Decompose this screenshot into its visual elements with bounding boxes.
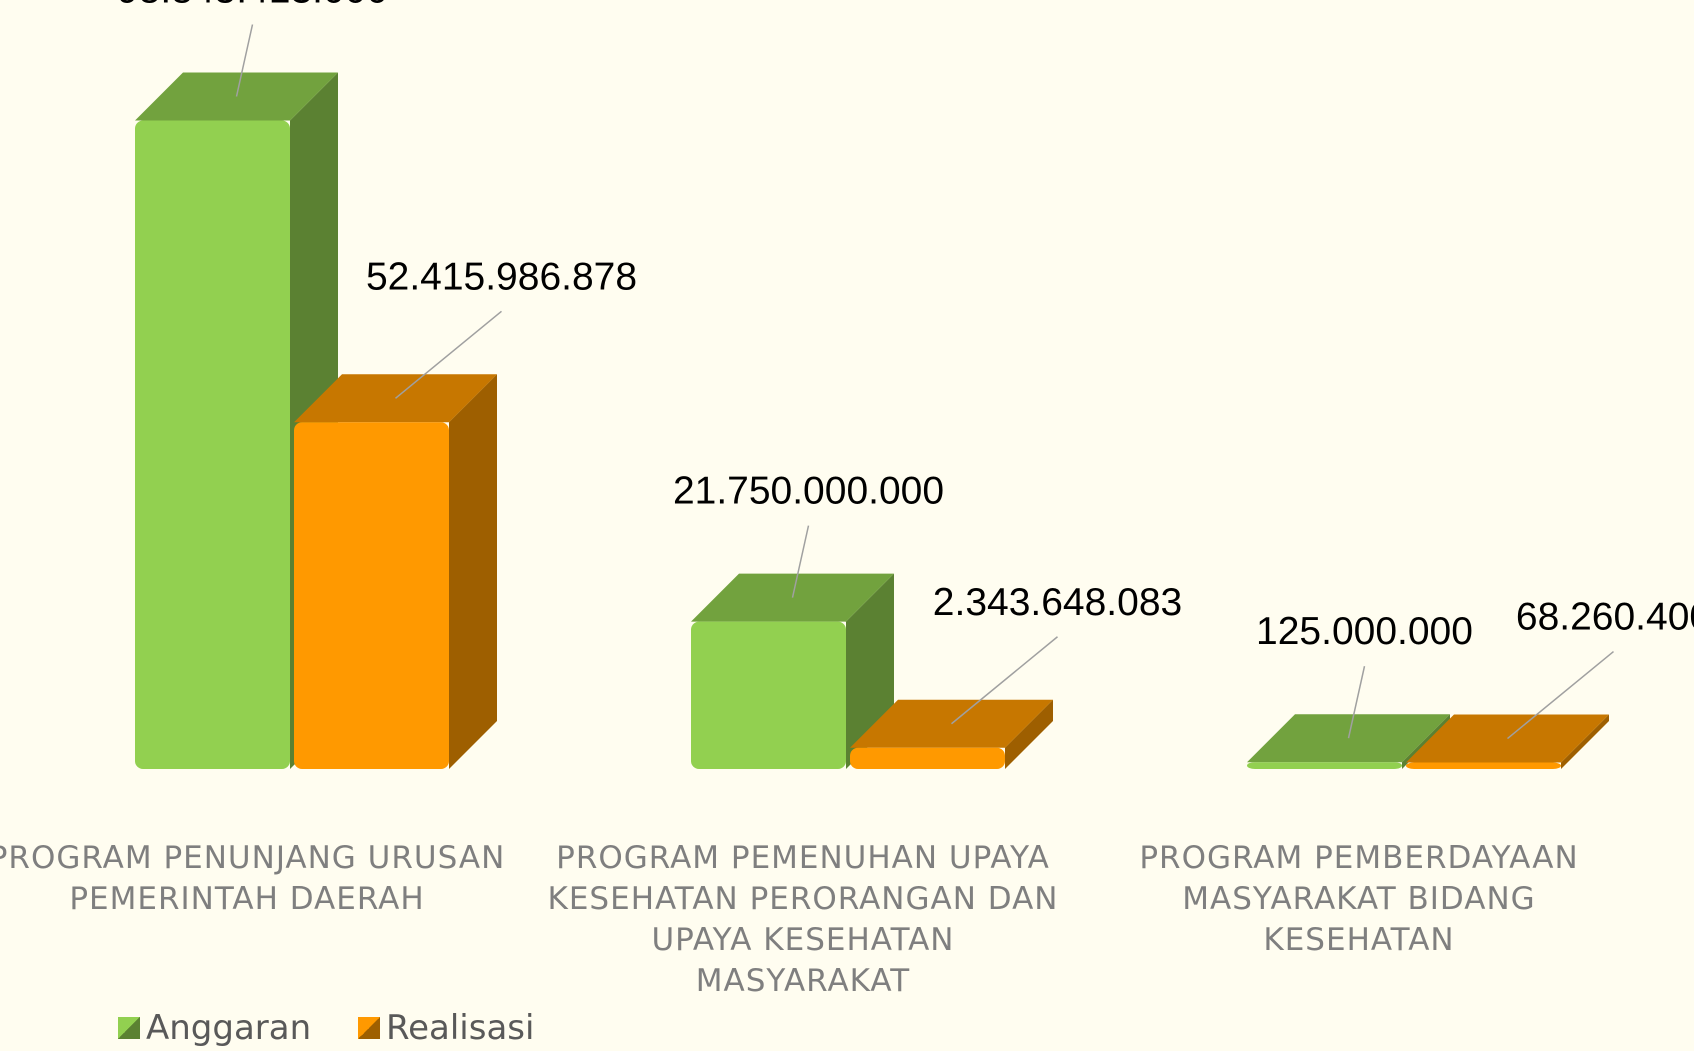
bar-side xyxy=(449,374,497,769)
x-tick-label: PROGRAM PENUNJANG URUSAN PEMERINTAH DAER… xyxy=(0,840,506,917)
leader-line xyxy=(951,636,1058,725)
bar xyxy=(850,747,1005,769)
legend-item: Realisasi xyxy=(358,1008,534,1048)
leader-line xyxy=(395,310,502,399)
bar xyxy=(691,621,846,769)
bar-side xyxy=(1005,699,1053,769)
leader-line xyxy=(1347,666,1366,739)
leader-line xyxy=(235,24,254,97)
x-tick-label: PROGRAM PEMBERDAYAAN MASYARAKAT BIDANG K… xyxy=(1139,840,1579,958)
data-label: 52.415.986.878 xyxy=(366,255,637,298)
legend-swatch xyxy=(118,1017,140,1039)
leader-line xyxy=(1507,650,1614,740)
bar-side xyxy=(1561,714,1609,769)
leader-line xyxy=(791,525,810,598)
data-label: 68.260.400 xyxy=(1516,596,1694,639)
legend-swatch xyxy=(358,1017,380,1039)
data-label: 2.343.648.083 xyxy=(933,581,1182,624)
data-label: 98.845.413.000 xyxy=(117,0,388,12)
legend-label: Realisasi xyxy=(386,1008,535,1048)
bar xyxy=(1247,762,1402,769)
bar xyxy=(135,120,290,769)
bar xyxy=(1406,762,1561,769)
legend-label: Anggaran xyxy=(146,1008,312,1048)
data-label: 125.000.000 xyxy=(1256,610,1473,653)
legend-item: Anggaran xyxy=(118,1008,311,1048)
bar xyxy=(294,422,449,769)
data-label: 21.750.000.000 xyxy=(673,470,944,513)
x-tick-label: PROGRAM PEMENUHAN UPAYA KESEHATAN PERORA… xyxy=(547,840,1059,999)
